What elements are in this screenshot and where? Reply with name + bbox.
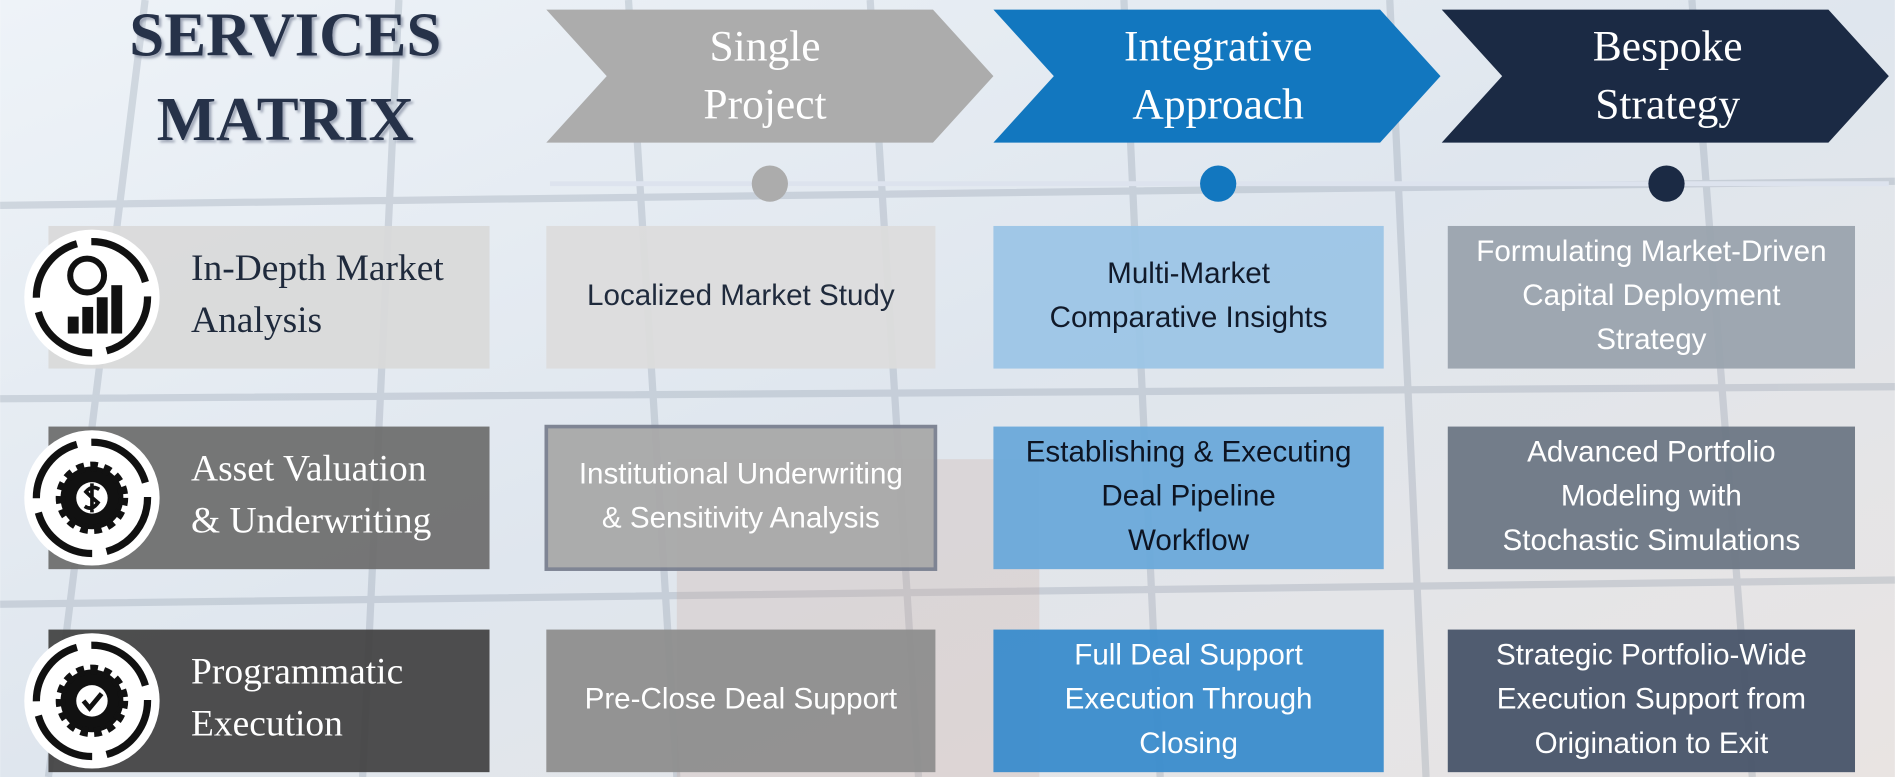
cell-text: Comparative Insights xyxy=(1050,301,1328,334)
cell-text: Execution Support from xyxy=(1497,683,1806,716)
header-text: Single xyxy=(709,23,820,71)
cell-box xyxy=(1447,629,1856,773)
header-text: Project xyxy=(703,81,826,129)
icon-ring xyxy=(32,641,152,761)
cell-box xyxy=(993,225,1384,369)
icon-check xyxy=(81,692,104,712)
cell-text: Origination to Exit xyxy=(1535,727,1769,760)
cell-box xyxy=(993,629,1384,773)
row-label-text: Execution xyxy=(191,703,343,744)
cell-text: Advanced Portfolio xyxy=(1527,436,1775,469)
row-label-text: Programmatic xyxy=(191,651,403,692)
cell-text: Execution Through xyxy=(1065,683,1313,716)
cell-text: Pre-Close Deal Support xyxy=(585,683,898,716)
header-text: Bespoke xyxy=(1593,23,1743,71)
row-label-text: Asset Valuation xyxy=(191,448,427,489)
icon-bar xyxy=(82,306,94,334)
icon-bar xyxy=(67,316,79,334)
cell-text: Formulating Market-Driven xyxy=(1476,235,1826,268)
icon-gear-hub xyxy=(76,685,108,717)
cell-box xyxy=(1447,426,1856,570)
header-chevron xyxy=(546,9,994,143)
icon-ring xyxy=(32,238,152,357)
cell-box xyxy=(546,629,936,773)
cell-text: Establishing & Executing xyxy=(1026,436,1352,469)
icon-bar xyxy=(96,297,108,334)
timeline-dot xyxy=(1648,165,1685,202)
cell-text: & Sensitivity Analysis xyxy=(602,502,880,535)
title-line: SERVICES xyxy=(129,0,441,70)
header-chevron xyxy=(1441,9,1889,143)
cell-text: Institutional Underwriting xyxy=(579,458,903,491)
cell-text: Workflow xyxy=(1128,524,1250,557)
cell-box xyxy=(1447,225,1856,369)
title-line: MATRIX xyxy=(157,84,414,154)
header-chevron xyxy=(993,9,1441,143)
row-label-text: In-Depth Market xyxy=(191,248,444,289)
icon-disc xyxy=(24,229,160,365)
icon-ring xyxy=(32,438,152,558)
cell-text: Strategic Portfolio-Wide xyxy=(1496,639,1807,672)
cell-text: Multi-Market xyxy=(1107,257,1270,290)
cell-text: Deal Pipeline xyxy=(1101,480,1275,513)
icon-dollar xyxy=(83,483,101,513)
cell-text: Modeling with xyxy=(1561,480,1742,513)
icon-lens xyxy=(67,255,108,296)
cell-text: Strategy xyxy=(1596,323,1706,356)
row-icon xyxy=(24,229,160,365)
cell-text: Closing xyxy=(1139,727,1238,760)
cell-box xyxy=(544,424,938,571)
cell-text: Full Deal Support xyxy=(1074,639,1303,672)
cell-box xyxy=(546,225,936,369)
icon-bar xyxy=(111,285,123,334)
timeline-dot xyxy=(1200,165,1237,202)
row-label-text: & Underwriting xyxy=(191,500,432,541)
content: SERVICES MATRIX Single Project Integrative Ap… xyxy=(24,0,1889,773)
cell-text: Localized Market Study xyxy=(587,279,895,312)
row-icon xyxy=(24,430,160,566)
header-text: Integrative xyxy=(1124,23,1312,71)
cell-box xyxy=(993,426,1384,570)
timeline-dot xyxy=(751,165,788,202)
row-label-text: Analysis xyxy=(191,300,322,341)
cell-text: Stochastic Simulations xyxy=(1503,524,1801,557)
header-text: Approach xyxy=(1132,81,1304,129)
row-icon xyxy=(24,633,160,769)
cell-text: Capital Deployment xyxy=(1522,279,1780,312)
header-text: Strategy xyxy=(1595,81,1740,129)
